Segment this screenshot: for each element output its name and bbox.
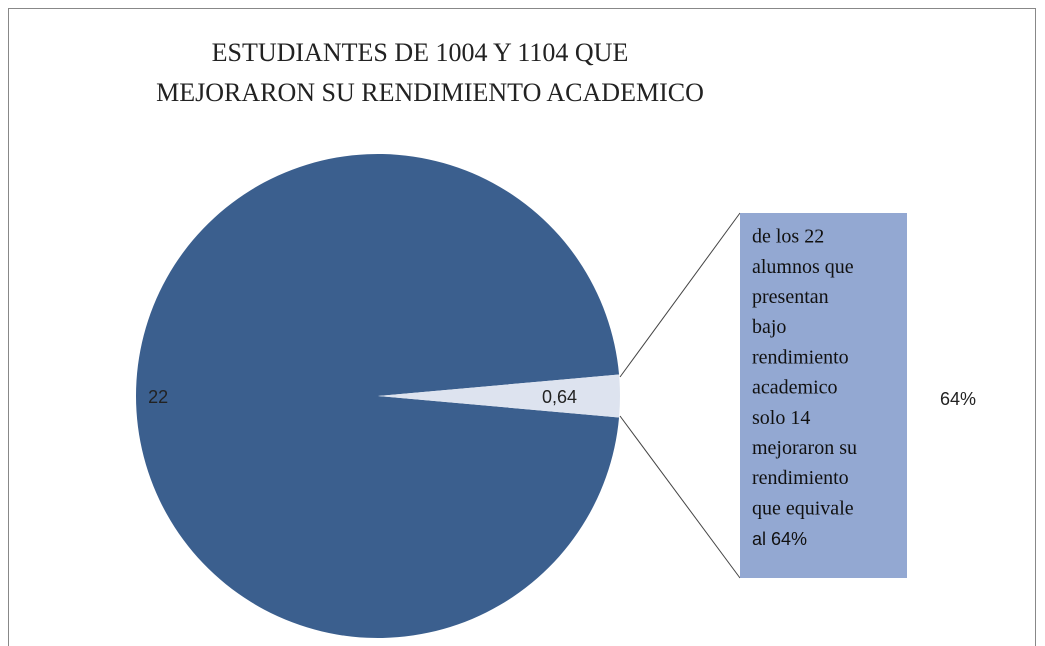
leader-line: [619, 212, 741, 378]
annotation-line: mejoraron su: [752, 437, 857, 459]
annotation-line: rendimiento: [752, 346, 849, 368]
pie-slice: [135, 153, 620, 638]
chart-title: MEJORARON SU RENDIMIENTO ACADEMICO: [156, 78, 704, 107]
annotation-note: 64%: [940, 389, 976, 409]
annotation-line: alumnos que: [752, 256, 854, 278]
pie: 22 0,64: [135, 153, 620, 638]
annotation-line: de los 22: [752, 226, 824, 248]
annotation-line: academico: [752, 377, 838, 399]
pie-slice: [378, 374, 620, 418]
chart-title: ESTUDIANTES DE 1004 Y 1104 QUE: [212, 38, 629, 67]
annotation-line: que equivale: [752, 497, 854, 519]
data-label: 0,64: [542, 387, 577, 407]
annotation-line: presentan: [752, 286, 829, 308]
annotation-box: [740, 213, 907, 578]
leader-line: [619, 415, 741, 579]
data-label: 22: [148, 387, 168, 407]
annotation-line: solo 14: [752, 407, 810, 429]
annotation-line: rendimiento: [752, 467, 849, 489]
annotation-line: bajo: [752, 316, 786, 338]
annotation-line: al 64%: [752, 529, 807, 549]
